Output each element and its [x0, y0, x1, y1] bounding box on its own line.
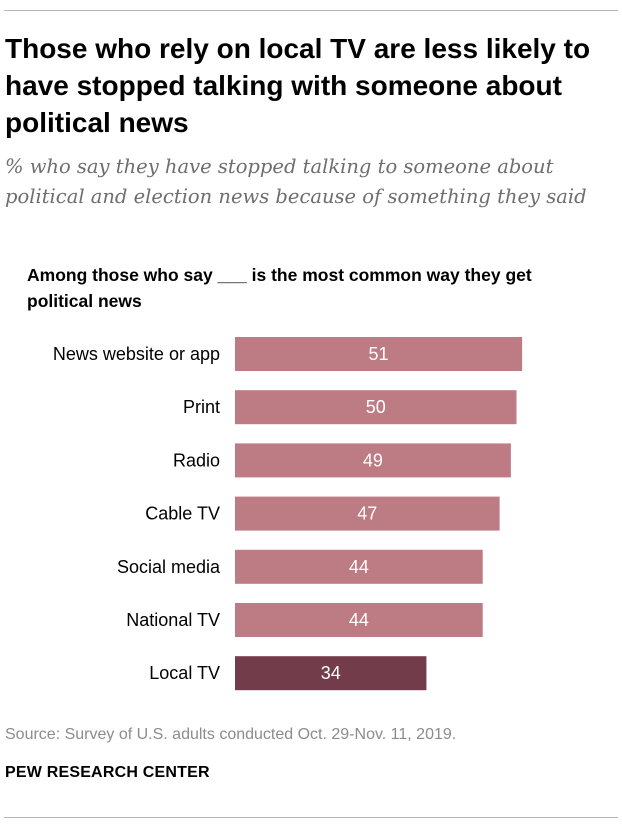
source-note: Source: Survey of U.S. adults conducted … — [5, 726, 457, 743]
data-label: 51 — [369, 344, 389, 364]
data-label: 47 — [357, 504, 377, 524]
category-label: Print — [183, 397, 220, 417]
data-label: 49 — [363, 450, 383, 470]
bar — [235, 549, 483, 584]
data-label: 44 — [349, 610, 369, 630]
bar — [235, 443, 511, 478]
category-label: Radio — [173, 450, 220, 470]
bar — [235, 656, 427, 691]
bar — [235, 337, 523, 371]
category-label: Cable TV — [145, 504, 220, 524]
category-label: News website or app — [53, 344, 220, 364]
top-divider — [4, 10, 618, 11]
bar — [235, 390, 517, 425]
data-label: 50 — [366, 397, 386, 417]
category-label: Social media — [117, 557, 221, 577]
chart-header: Among those who say ___ is the most comm… — [27, 265, 532, 311]
data-label: 44 — [349, 557, 369, 577]
bar-chart: News website or app 51 Print 50 Radio 49 Cable… — [53, 337, 523, 691]
bottom-divider — [4, 817, 618, 818]
category-label: Local TV — [149, 663, 220, 683]
bar — [235, 603, 483, 637]
category-label: National TV — [126, 610, 220, 630]
data-label: 34 — [321, 663, 341, 683]
chart-title: Those who rely on local TV are less like… — [5, 33, 591, 138]
brand-name: PEW RESEARCH CENTER — [5, 764, 210, 781]
bar — [235, 496, 500, 531]
chart-subtitle: % who say they have stopped talking to s… — [5, 155, 587, 208]
